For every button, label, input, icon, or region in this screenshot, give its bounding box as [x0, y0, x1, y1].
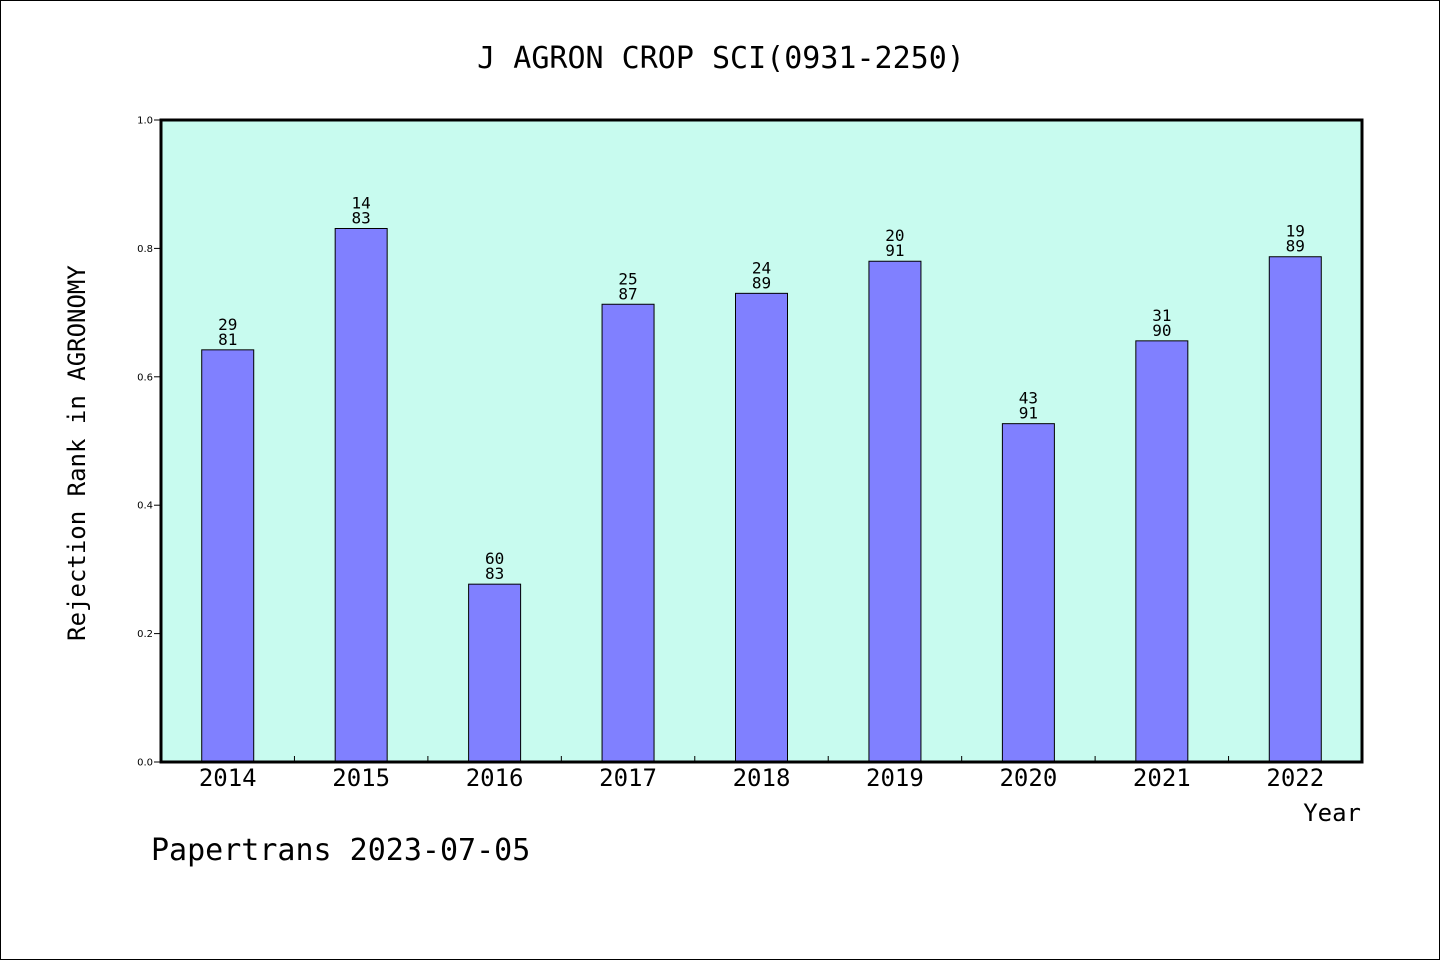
bar-label-total: 83: [485, 564, 504, 583]
bar-label-total: 87: [618, 284, 637, 303]
bar-label-rank: 14: [352, 193, 371, 212]
bar-label-total: 81: [218, 330, 237, 349]
y-tick-label: 0.8: [137, 244, 153, 255]
bar-label-rank: 29: [218, 315, 237, 334]
bar-label-total: 91: [885, 241, 904, 260]
bar: [1001, 423, 1055, 763]
x-tick-label: 2022: [1266, 764, 1324, 792]
x-tick-label: 2020: [999, 764, 1057, 792]
bar: [1135, 340, 1189, 763]
bar-label-total: 90: [1152, 321, 1171, 340]
y-tick-label: 1.0: [137, 116, 153, 127]
y-tick-label: 0.4: [137, 501, 153, 512]
bar-label-rank: 25: [618, 269, 637, 288]
x-axis-label: Year: [1303, 799, 1361, 827]
x-tick-label: 2017: [599, 764, 657, 792]
plot-area: 0.00.20.40.60.81.02981201414832015608320…: [137, 116, 1364, 792]
bar-label-rank: 20: [885, 226, 904, 245]
y-tick-label: 0.6: [137, 372, 153, 383]
bar-label-rank: 24: [752, 258, 771, 277]
bar: [1268, 256, 1322, 763]
bar-label-rank: 31: [1152, 306, 1171, 325]
footer-watermark: Papertrans 2023-07-05: [151, 833, 531, 868]
bar: [601, 303, 655, 763]
x-tick-label: 2019: [866, 764, 924, 792]
x-tick-label: 2015: [332, 764, 390, 792]
bar-label-rank: 60: [485, 549, 504, 568]
x-tick-label: 2016: [466, 764, 524, 792]
x-tick-label: 2018: [733, 764, 791, 792]
bar: [868, 260, 922, 763]
bar-label-total: 83: [352, 208, 371, 227]
bar-label-rank: 43: [1019, 389, 1038, 408]
x-tick-label: 2014: [199, 764, 257, 792]
bar: [468, 583, 522, 763]
y-axis-label: Rejection Rank in AGRONOMY: [63, 265, 91, 641]
bar: [201, 349, 255, 763]
bar-label-total: 89: [752, 273, 771, 292]
bar: [334, 227, 388, 763]
bar-label-total: 89: [1286, 237, 1305, 256]
y-tick-label: 0.0: [137, 758, 153, 769]
chart-title: J AGRON CROP SCI(0931-2250): [477, 41, 965, 76]
bar-label-rank: 19: [1286, 222, 1305, 241]
y-tick-label: 0.2: [137, 629, 153, 640]
bar: [735, 292, 788, 763]
x-tick-label: 2021: [1133, 764, 1191, 792]
plot-frame: [159, 118, 1364, 764]
bar-label-total: 91: [1019, 404, 1038, 423]
